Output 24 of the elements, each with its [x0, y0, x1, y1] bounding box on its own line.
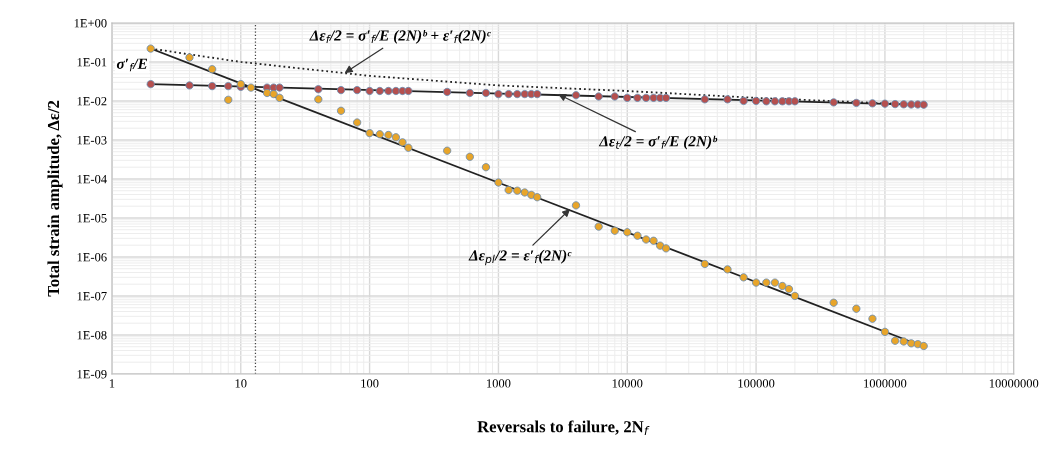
- x-tick-label: 10: [235, 379, 247, 388]
- x-tick-label: 1000: [487, 379, 511, 388]
- x-tick-label: 1: [109, 379, 115, 388]
- annotation: Δε$_{pl}$/2 = ε′$_{f}$(2N)ᶜ: [468, 249, 572, 266]
- annotation: σ′$_{f}$/E: [116, 58, 148, 72]
- y-tick-label: 1E-06: [77, 252, 107, 262]
- y-tick-label: 1E+00: [74, 18, 107, 28]
- annotation: Δε$_{t}$/2 = σ′$_{f}$/E (2N)ᵇ: [598, 135, 718, 150]
- x-tick-label: 100: [361, 379, 379, 388]
- y-tick-label: 1E-09: [77, 369, 107, 379]
- y-tick-label: 1E-01: [77, 57, 107, 67]
- x-tick-label: 1000000: [864, 379, 907, 388]
- x-tick-label: 10000000: [989, 379, 1039, 388]
- y-tick-label: 1E-05: [77, 213, 107, 223]
- y-tick-label: 1E-02: [77, 96, 107, 106]
- x-tick-label: 100000: [738, 379, 775, 388]
- x-tick-label: 10000: [612, 379, 643, 388]
- annotation: Δε$_{f}$/2 = σ′$_{f}$/E (2N)ᵇ + ε′$_{f}$(2N)ᶜ: [309, 29, 491, 44]
- y-axis-title: Total strain amplitude, Δε/2: [47, 100, 63, 297]
- y-tick-label: 1E-07: [77, 291, 107, 301]
- y-tick-label: 1E-03: [77, 135, 107, 145]
- x-axis-title: Reversals to failure, 2N$_{f}$: [477, 420, 650, 435]
- y-tick-label: 1E-08: [77, 330, 107, 340]
- y-tick-label: 1E-04: [77, 174, 107, 184]
